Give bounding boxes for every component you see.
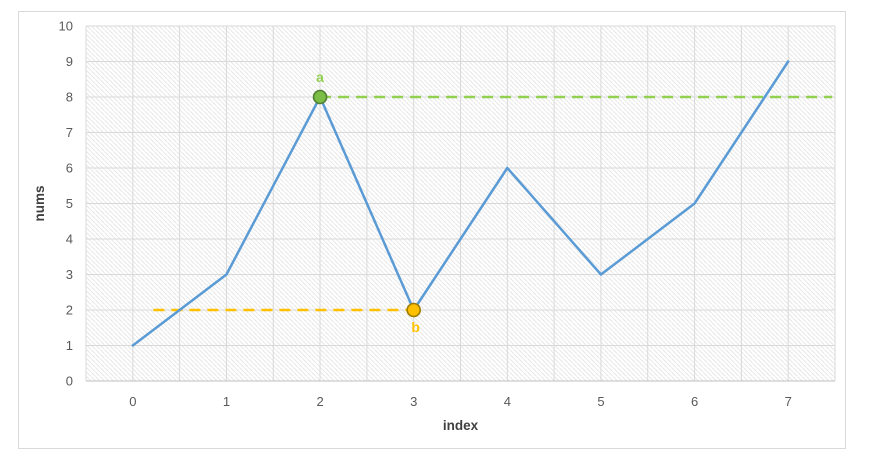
y-tick-label: 7 bbox=[66, 125, 73, 140]
marker-a bbox=[312, 89, 328, 105]
x-tick-label: 3 bbox=[410, 394, 417, 409]
y-tick-label: 1 bbox=[66, 338, 73, 353]
x-tick-label: 5 bbox=[597, 394, 604, 409]
plot-layer: 0 1 2 3 4 5 6 7 8 9 10 0 1 2 3 4 5 6 7 a b bbox=[59, 19, 836, 409]
x-axis-title: index bbox=[443, 418, 479, 433]
chart-frame: 0 1 2 3 4 5 6 7 8 9 10 0 1 2 3 4 5 6 7 a b nums index bbox=[18, 11, 846, 449]
y-tick-label: 9 bbox=[66, 54, 73, 69]
y-tick-label: 2 bbox=[66, 303, 73, 318]
marker-b bbox=[406, 302, 421, 318]
x-tick-label: 6 bbox=[691, 394, 698, 409]
point-label-b: b bbox=[411, 319, 420, 335]
y-tick-label: 3 bbox=[66, 267, 73, 282]
y-tick-label: 10 bbox=[59, 19, 73, 34]
line-chart: 0 1 2 3 4 5 6 7 8 9 10 0 1 2 3 4 5 6 7 a b nums index bbox=[32, 19, 836, 433]
y-tick-label: 8 bbox=[66, 90, 73, 105]
y-tick-label: 5 bbox=[66, 196, 73, 211]
point-label-a: a bbox=[316, 69, 324, 85]
x-tick-label: 2 bbox=[316, 394, 323, 409]
series-line-nums bbox=[131, 60, 790, 347]
y-axis-title: nums bbox=[32, 185, 47, 221]
y-tick-label: 0 bbox=[66, 374, 73, 389]
x-tick-label: 1 bbox=[223, 394, 230, 409]
y-tick-label: 4 bbox=[66, 232, 73, 247]
x-tick-label: 7 bbox=[785, 394, 792, 409]
x-tick-label: 0 bbox=[129, 394, 136, 409]
x-tick-label: 4 bbox=[504, 394, 511, 409]
y-tick-label: 6 bbox=[66, 161, 73, 176]
